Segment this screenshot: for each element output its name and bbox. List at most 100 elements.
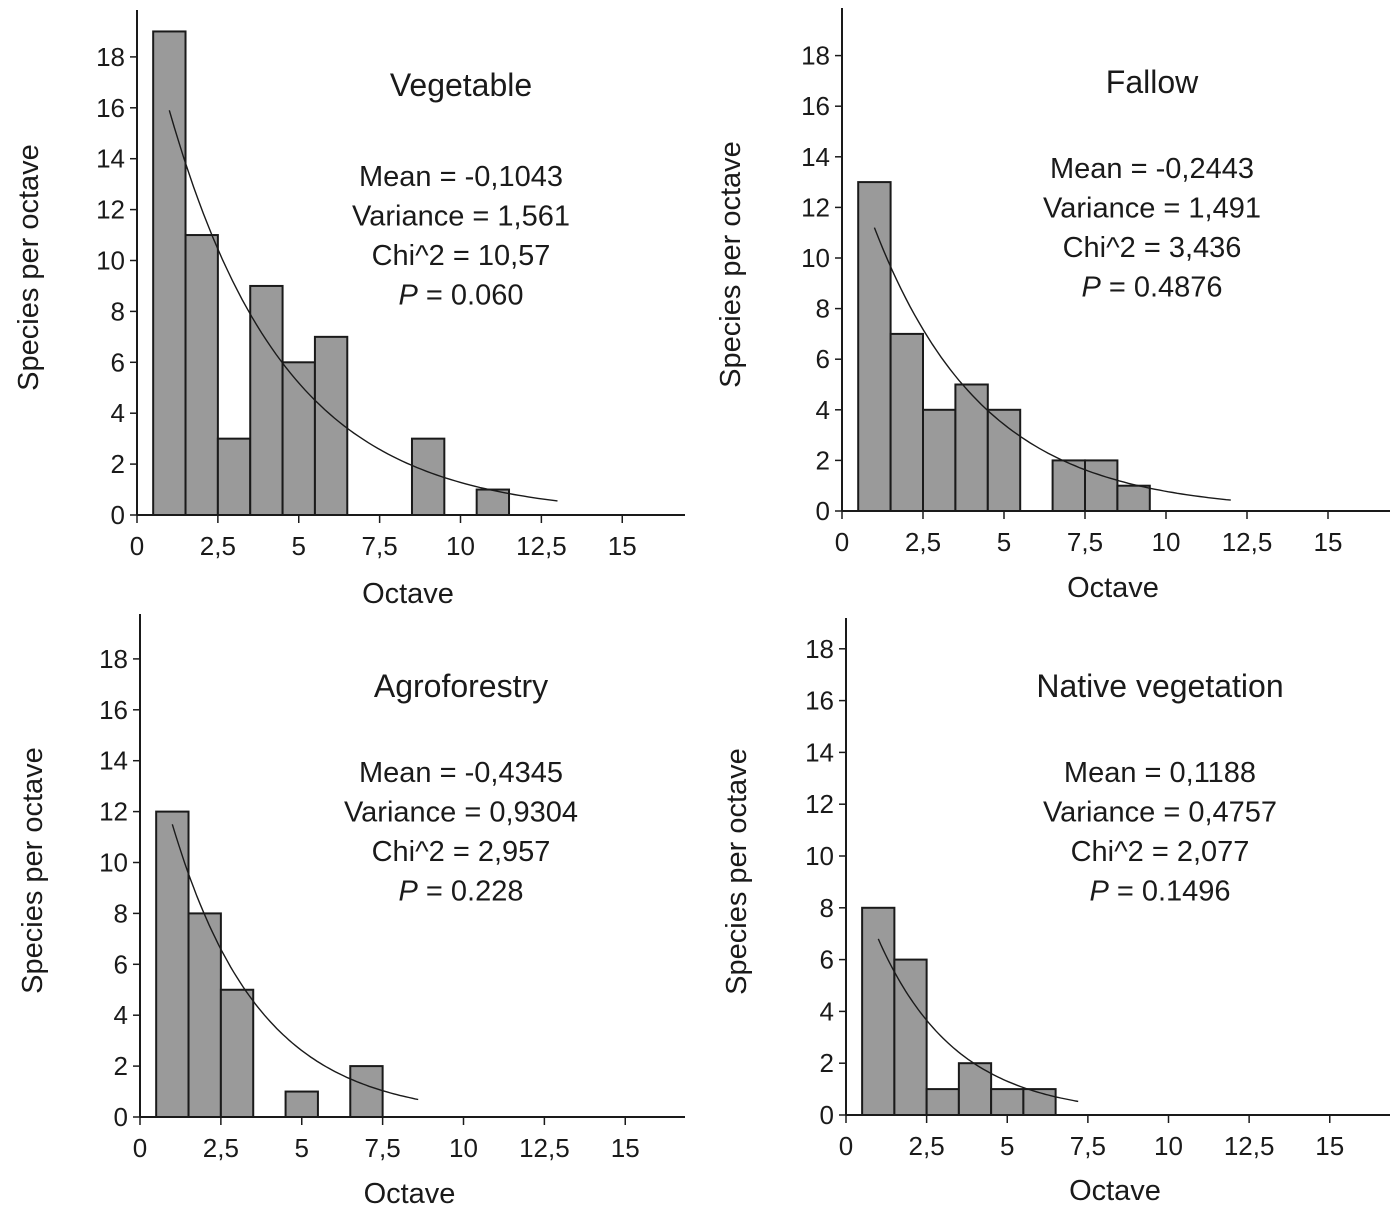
- y-axis-title: Species per octave: [17, 747, 49, 994]
- y-tick-label: 10: [801, 243, 830, 273]
- p-value-text: = 0.1496: [1109, 876, 1231, 908]
- stat-p-value: P = 0.1496: [1089, 876, 1230, 908]
- x-tick-label: 5: [1000, 1131, 1014, 1161]
- histogram-bar: [410, 437, 446, 516]
- fitted-curve: [873, 227, 1231, 501]
- x-tick-label: 2,5: [909, 1131, 945, 1161]
- y-axis-title: Species per octave: [13, 144, 45, 391]
- stat-chi-square: Chi^2 = 10,57: [372, 240, 551, 272]
- y-tick-label: 10: [96, 246, 125, 276]
- histogram-bar: [219, 988, 255, 1118]
- stat-variance: Variance = 0,4757: [1043, 797, 1277, 829]
- x-tick-label: 12,5: [1224, 1131, 1275, 1161]
- x-axis-title: Octave: [362, 578, 454, 610]
- histogram-bar: [889, 332, 924, 512]
- y-tick-label: 18: [805, 634, 834, 664]
- y-tick-label: 2: [820, 1048, 834, 1078]
- x-tick-label: 5: [997, 527, 1011, 557]
- y-tick-label: 6: [820, 945, 834, 975]
- y-axis-title: Species per octave: [721, 748, 753, 995]
- y-tick-label: 0: [114, 1102, 128, 1132]
- p-value-text: = 0.4876: [1101, 272, 1223, 304]
- histogram-bar: [857, 181, 892, 512]
- y-tick-label: 6: [816, 344, 830, 374]
- y-tick-label: 0: [816, 496, 830, 526]
- histogram-bar: [249, 284, 284, 517]
- y-tick-label: 12: [801, 192, 830, 222]
- x-tick-label: 0: [839, 1131, 853, 1161]
- x-axis-title: Octave: [1069, 1175, 1161, 1207]
- bar-group: [861, 906, 1057, 1116]
- histogram-bar: [281, 361, 316, 516]
- x-tick-label: 0: [133, 1133, 147, 1163]
- x-tick-label: 2,5: [203, 1133, 239, 1163]
- y-tick-label: 14: [805, 737, 834, 767]
- y-tick-label: 6: [114, 949, 128, 979]
- x-tick-label: 0: [835, 527, 849, 557]
- stat-mean: Mean = -0,2443: [1050, 153, 1254, 185]
- p-value-text: = 0.060: [418, 280, 524, 312]
- histogram-bar: [313, 335, 349, 516]
- x-tick-label: 10: [446, 531, 475, 561]
- histogram-bar: [184, 234, 219, 517]
- y-tick-label: 2: [816, 445, 830, 475]
- y-tick-label: 2: [111, 449, 125, 479]
- bar-group: [155, 810, 384, 1119]
- y-tick-label: 16: [99, 695, 128, 725]
- x-tick-label: 7,5: [1067, 527, 1103, 557]
- histogram-bar: [954, 383, 989, 512]
- y-tick-label: 16: [96, 93, 125, 123]
- y-tick-label: 8: [111, 296, 125, 326]
- stat-mean: Mean = 0,1188: [1064, 757, 1256, 789]
- x-tick-label: 10: [1154, 1131, 1183, 1161]
- histogram-panel: 0 2 4 6 8 10 12 14 16 18 0 2,5 5 7,5 10 12,5 15 Octave Spe…: [13, 10, 685, 610]
- fitted-curve: [171, 824, 419, 1101]
- panel-title: Fallow: [1106, 64, 1199, 100]
- histogram-bar: [216, 437, 252, 516]
- y-tick-label: 0: [111, 500, 125, 530]
- x-tick-label: 5: [295, 1133, 309, 1163]
- y-tick-label: 4: [816, 395, 830, 425]
- y-tick-label: 14: [99, 746, 128, 776]
- stat-p-value: P = 0.4876: [1081, 272, 1222, 304]
- stat-variance: Variance = 1,491: [1043, 193, 1261, 225]
- stat-chi-square: Chi^2 = 2,077: [1071, 836, 1250, 868]
- histogram-bar: [187, 912, 222, 1119]
- panel-title: Vegetable: [390, 67, 532, 103]
- histogram-panel: 0 2 4 6 8 10 12 14 16 18 0 2,5 5 7,5 10 12,5 15 Octave Spe…: [721, 618, 1390, 1207]
- histogram-bar: [349, 1065, 384, 1118]
- fitted-curve: [877, 938, 1079, 1103]
- histogram-panel: 0 2 4 6 8 10 12 14 16 18 0 2,5 5 7,5 10 12,5 15 Octave Spe…: [17, 614, 685, 1207]
- x-tick-label: 15: [611, 1133, 640, 1163]
- stat-chi-square: Chi^2 = 3,436: [1063, 232, 1242, 264]
- histogram-bar: [1116, 484, 1151, 513]
- x-tick-label: 7,5: [1070, 1131, 1106, 1161]
- x-tick-label: 7,5: [365, 1133, 401, 1163]
- histogram-bar: [893, 958, 928, 1116]
- histogram-bar: [990, 1088, 1025, 1116]
- y-tick-label: 18: [96, 42, 125, 72]
- x-tick-label: 2,5: [905, 527, 941, 557]
- x-tick-label: 12,5: [516, 531, 567, 561]
- x-tick-label: 5: [292, 531, 306, 561]
- stat-p-value: P = 0.228: [399, 876, 524, 908]
- p-value-text: = 0.228: [418, 876, 524, 908]
- y-tick-label: 12: [805, 789, 834, 819]
- y-tick-label: 8: [816, 294, 830, 324]
- bar-group: [857, 181, 1151, 513]
- y-tick-label: 4: [820, 996, 834, 1026]
- y-tick-label: 12: [99, 797, 128, 827]
- y-tick-label: 12: [96, 195, 125, 225]
- p-symbol: P: [399, 876, 419, 908]
- histogram-bar: [925, 1088, 960, 1116]
- x-tick-label: 0: [130, 531, 144, 561]
- y-tick-label: 4: [114, 1000, 128, 1030]
- x-axis-title: Octave: [1067, 572, 1159, 604]
- y-tick-label: 4: [111, 398, 125, 428]
- x-tick-label: 7,5: [362, 531, 398, 561]
- histogram-bar: [1084, 459, 1119, 512]
- y-tick-label: 0: [820, 1100, 834, 1130]
- x-tick-label: 2,5: [200, 531, 236, 561]
- y-tick-label: 8: [114, 898, 128, 928]
